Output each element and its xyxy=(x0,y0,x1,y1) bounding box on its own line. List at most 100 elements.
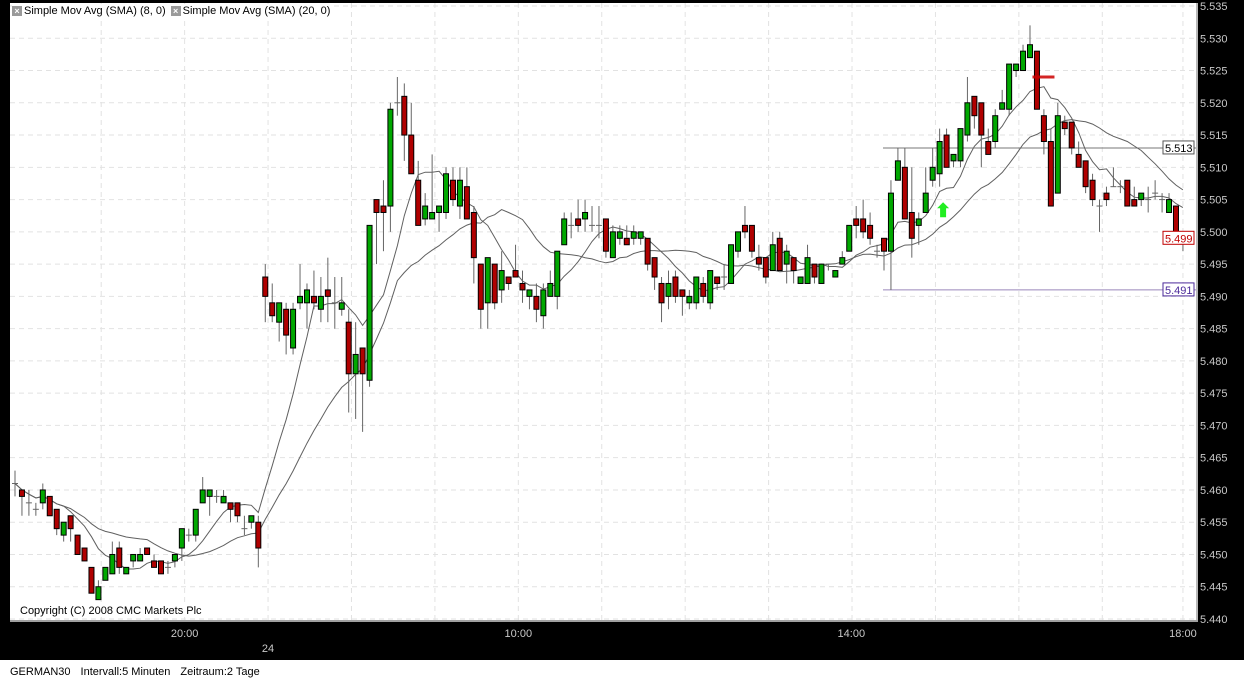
candle xyxy=(429,154,436,220)
candle xyxy=(46,495,53,517)
candle-body-up xyxy=(609,231,616,259)
candle xyxy=(255,515,262,568)
candle-body-down xyxy=(1131,199,1138,207)
legend-item-sma-20[interactable]: × Simple Mov Avg (SMA) (20, 0) xyxy=(170,4,333,18)
candle xyxy=(700,277,707,303)
candle-body-down xyxy=(1124,179,1131,207)
candle-body-up xyxy=(1020,50,1027,72)
candle xyxy=(922,167,929,213)
candle-body-up xyxy=(95,586,102,601)
close-icon[interactable]: × xyxy=(170,6,181,16)
candle xyxy=(81,547,88,562)
last-price-label: 5.499 xyxy=(1165,233,1193,245)
candle-body-up xyxy=(1006,63,1013,110)
candle xyxy=(1061,115,1068,136)
candle xyxy=(707,270,714,310)
candle xyxy=(227,502,234,523)
candle-body-up xyxy=(992,115,999,143)
candle xyxy=(665,270,672,310)
candle-body-up xyxy=(887,192,894,252)
candle xyxy=(262,264,269,323)
candle-body-up xyxy=(894,160,901,181)
candle xyxy=(32,502,39,516)
candle-body-down xyxy=(1075,153,1082,168)
y-tick-label: 5.475 xyxy=(1200,388,1228,400)
candle-body-down xyxy=(1068,121,1075,149)
y-tick-label: 5.465 xyxy=(1200,453,1228,465)
candle xyxy=(964,76,971,142)
candle-body-down xyxy=(408,134,415,175)
candle-body-down xyxy=(700,282,707,297)
candle xyxy=(484,257,491,329)
candle-body-down xyxy=(1103,192,1110,201)
y-tick-label: 5.445 xyxy=(1200,582,1228,594)
level-label-low-box xyxy=(1162,282,1195,297)
candle xyxy=(748,224,755,258)
candle-body-down xyxy=(144,547,151,555)
candle-body-down xyxy=(46,495,53,517)
candle-body-up xyxy=(130,553,137,562)
candle-body-up xyxy=(443,173,450,213)
candle-body-down xyxy=(415,179,422,226)
x-tick-label: 20:00 xyxy=(171,628,199,640)
candle-body-down xyxy=(345,321,352,375)
buy-arrow-icon xyxy=(937,202,950,218)
y-tick-label: 5.485 xyxy=(1200,324,1228,336)
candle xyxy=(672,270,679,303)
plot-bottom-edge xyxy=(10,620,1198,622)
candle xyxy=(790,257,797,284)
candle-body-up xyxy=(735,231,742,252)
candle-body-down xyxy=(658,282,665,304)
candle-body-down xyxy=(575,218,582,226)
y-tick-label: 5.500 xyxy=(1200,227,1228,239)
candle xyxy=(387,102,394,232)
candle-body-down xyxy=(602,218,609,252)
candle-body-up xyxy=(387,108,394,207)
candle-body-up xyxy=(804,257,811,284)
candle xyxy=(123,566,130,575)
candle xyxy=(874,244,881,258)
candle-body-down xyxy=(790,257,797,272)
candle-body-down xyxy=(755,257,762,265)
candle-body-down xyxy=(853,218,860,226)
candle xyxy=(422,193,429,226)
candle xyxy=(547,270,554,297)
sma-20-line xyxy=(14,119,1184,557)
candle xyxy=(1096,199,1103,232)
candle-body-up xyxy=(206,489,213,497)
candle-body-up xyxy=(123,566,130,575)
candle-body-up xyxy=(60,521,67,536)
candle-body-down xyxy=(88,566,95,594)
candle xyxy=(67,515,74,542)
candle-body-up xyxy=(1013,63,1020,72)
candle-body-up xyxy=(561,218,568,246)
candle xyxy=(1138,192,1145,207)
candle xyxy=(178,528,185,561)
last-price-label-box xyxy=(1162,230,1195,245)
candle-body-down xyxy=(714,276,721,284)
legend-item-sma-8[interactable]: × Simple Mov Avg (SMA) (8, 0) xyxy=(12,4,168,18)
candle-body-up xyxy=(429,211,436,220)
candle xyxy=(832,270,839,278)
candle xyxy=(477,263,484,329)
candle-body-down xyxy=(470,211,477,259)
candle-body-up xyxy=(137,553,144,562)
candle xyxy=(74,534,81,555)
candle-body-up xyxy=(297,295,304,304)
plot-area xyxy=(10,3,1196,620)
candle xyxy=(1033,50,1040,110)
y-tick-label: 5.505 xyxy=(1200,195,1228,207)
candle xyxy=(303,283,310,329)
candle-body-down xyxy=(505,276,512,284)
candle xyxy=(741,206,748,239)
candle-body-up xyxy=(540,289,547,317)
candle-body-up xyxy=(422,205,429,220)
candle-body-up xyxy=(637,231,644,239)
close-icon[interactable]: × xyxy=(12,6,22,16)
candle xyxy=(686,289,693,310)
y-tick-label: 5.490 xyxy=(1200,291,1228,303)
candle xyxy=(985,128,992,155)
candle xyxy=(373,199,380,265)
candle-body-up xyxy=(728,244,735,284)
